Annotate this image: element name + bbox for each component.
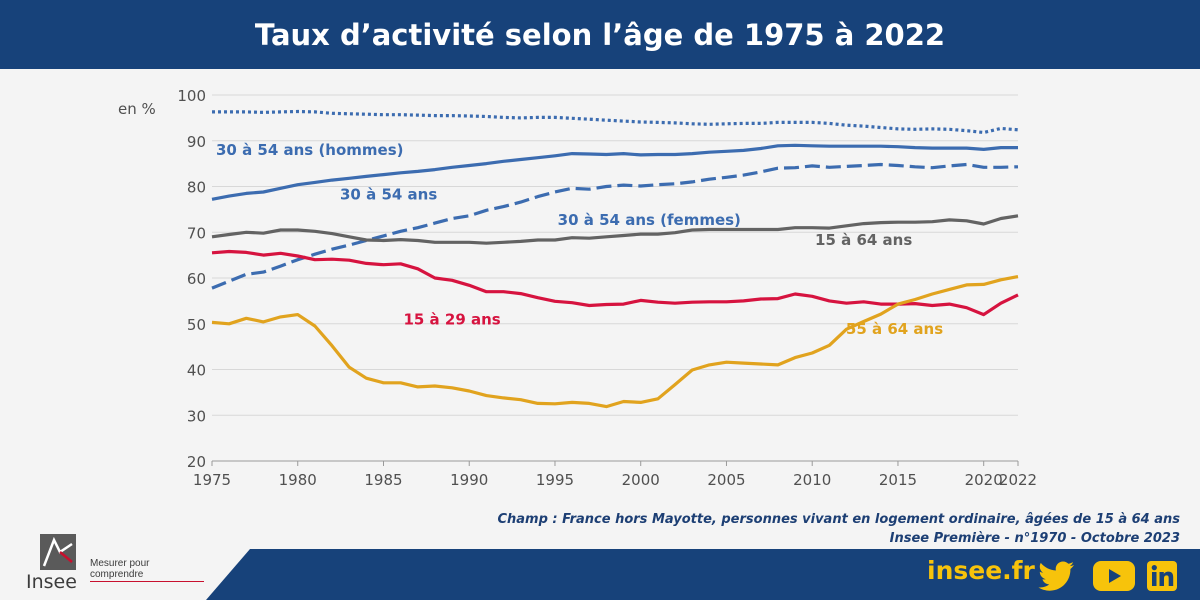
series-label: 15 à 64 ans — [815, 231, 912, 249]
source-line-scope: Champ : France hors Mayotte, personnes v… — [497, 512, 1180, 527]
y-tick-label: 80 — [187, 179, 206, 197]
series-label: 30 à 54 ans (femmes) — [558, 211, 741, 229]
title-banner: Taux d’activité selon l’âge de 1975 à 20… — [0, 0, 1200, 69]
y-tick-label: 50 — [187, 316, 206, 334]
series-label: 55 à 64 ans — [846, 320, 943, 338]
x-tick-label: 1995 — [536, 471, 574, 489]
logo-wordmark: Insee — [26, 571, 77, 593]
y-tick-label: 70 — [187, 224, 206, 242]
series-line-3 — [211, 214, 1019, 245]
page-title: Taux d’activité selon l’âge de 1975 à 20… — [254, 17, 946, 52]
x-tick-label: 1975 — [193, 471, 231, 489]
footer-band — [206, 549, 1200, 600]
x-tick-label: 1990 — [450, 471, 488, 489]
linkedin-icon[interactable] — [1146, 560, 1178, 592]
twitter-icon[interactable] — [1038, 560, 1076, 594]
y-tick-label: 60 — [187, 270, 206, 288]
youtube-icon[interactable] — [1092, 560, 1136, 592]
line-chart: 20 30 40 50 60 70 80 90 100 en % 1975 1980 1985 1990 1… — [118, 87, 1037, 489]
series-label: 30 à 54 ans (hommes) — [216, 141, 404, 159]
x-tick-label: 1985 — [364, 471, 402, 489]
series-line-1 — [211, 143, 1018, 201]
y-tick-label: 90 — [187, 133, 206, 151]
series-line-5 — [211, 275, 1019, 409]
y-tick-label: 20 — [187, 453, 206, 471]
y-tick-label: 30 — [187, 407, 206, 425]
series-line-4 — [211, 249, 1019, 317]
logo-tagline: Mesurer pour comprendre — [90, 558, 204, 582]
y-tick-label: 100 — [177, 87, 206, 105]
x-tick-label: 2010 — [793, 471, 831, 489]
insee-emblem-icon — [40, 534, 76, 570]
site-link[interactable]: insee.fr — [927, 556, 1035, 585]
series-label: 15 à 29 ans — [403, 310, 500, 328]
x-tick-label: 2015 — [879, 471, 917, 489]
x-tick-label: 2000 — [622, 471, 660, 489]
source-note: Champ : France hors Mayotte, personnes v… — [497, 510, 1180, 548]
y-axis-unit-label: en % — [118, 100, 156, 118]
series-line-0 — [212, 109, 1019, 135]
x-tick-label: 2005 — [707, 471, 745, 489]
y-tick-label: 40 — [187, 362, 206, 380]
x-tick-label: 2022 — [999, 471, 1037, 489]
source-line-publication: Insee Première - n°1970 - Octobre 2023 — [889, 531, 1180, 546]
series-label: 30 à 54 ans — [340, 185, 437, 203]
x-tick-label: 2020 — [965, 471, 1003, 489]
x-tick-label: 1980 — [279, 471, 317, 489]
insee-logo: Insee Mesurer pour comprendre — [14, 528, 204, 596]
